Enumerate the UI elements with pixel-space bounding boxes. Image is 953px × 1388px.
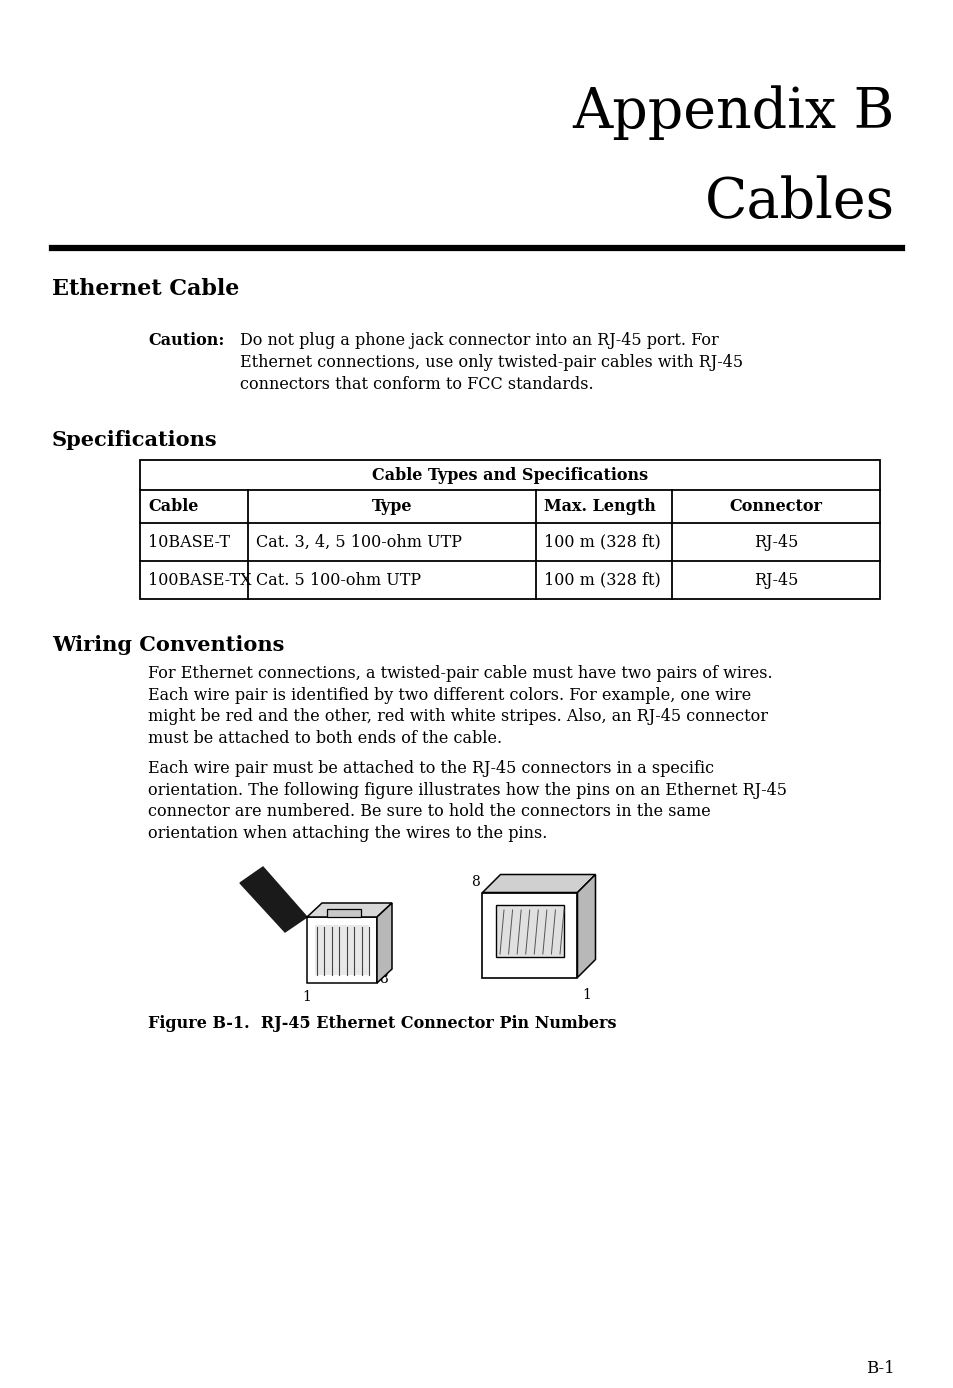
Text: Cat. 3, 4, 5 100-ohm UTP: Cat. 3, 4, 5 100-ohm UTP [255, 533, 461, 551]
Text: 10BASE-T: 10BASE-T [148, 533, 230, 551]
Text: 1: 1 [302, 990, 311, 1004]
Text: Appendix B: Appendix B [572, 85, 894, 140]
Polygon shape [314, 924, 369, 974]
Text: Max. Length: Max. Length [543, 498, 655, 515]
Polygon shape [240, 868, 307, 931]
Text: B-1: B-1 [865, 1360, 894, 1377]
Text: Do not plug a phone jack connector into an RJ-45 port. For: Do not plug a phone jack connector into … [240, 332, 718, 348]
Bar [496, 905, 563, 956]
Polygon shape [307, 904, 392, 917]
Text: 1: 1 [581, 988, 590, 1002]
Text: Cables: Cables [704, 175, 894, 230]
Text: 8: 8 [378, 972, 387, 985]
Text: Figure B-1.  RJ-45 Ethernet Connector Pin Numbers: Figure B-1. RJ-45 Ethernet Connector Pin… [148, 1015, 616, 1033]
Polygon shape [577, 874, 595, 977]
Text: 100BASE-TX: 100BASE-TX [148, 572, 252, 589]
Polygon shape [307, 917, 376, 983]
Text: connector are numbered. Be sure to hold the connectors in the same: connector are numbered. Be sure to hold … [148, 804, 710, 820]
Text: 100 m (328 ft): 100 m (328 ft) [543, 533, 660, 551]
Text: orientation when attaching the wires to the pins.: orientation when attaching the wires to … [148, 824, 547, 841]
Text: Connector: Connector [729, 498, 821, 515]
Text: Ethernet Cable: Ethernet Cable [52, 278, 239, 300]
Text: connectors that conform to FCC standards.: connectors that conform to FCC standards… [240, 376, 593, 393]
Text: 8: 8 [471, 874, 479, 888]
Text: Specifications: Specifications [52, 430, 217, 450]
Text: Wiring Conventions: Wiring Conventions [52, 634, 284, 655]
Text: Type: Type [372, 498, 412, 515]
Polygon shape [327, 909, 360, 917]
Text: Cable: Cable [148, 498, 198, 515]
Text: Cable Types and Specifications: Cable Types and Specifications [372, 466, 647, 483]
Bar [482, 892, 577, 977]
Polygon shape [376, 904, 392, 983]
Text: orientation. The following figure illustrates how the pins on an Ethernet RJ-45: orientation. The following figure illust… [148, 781, 786, 798]
Text: must be attached to both ends of the cable.: must be attached to both ends of the cab… [148, 730, 501, 747]
Text: RJ-45: RJ-45 [753, 572, 798, 589]
Bar [140, 459, 879, 600]
Text: might be red and the other, red with white stripes. Also, an RJ-45 connector: might be red and the other, red with whi… [148, 708, 767, 725]
Text: For Ethernet connections, a twisted-pair cable must have two pairs of wires.: For Ethernet connections, a twisted-pair… [148, 665, 772, 682]
Text: Cat. 5 100-ohm UTP: Cat. 5 100-ohm UTP [255, 572, 420, 589]
Polygon shape [482, 874, 595, 892]
Text: Ethernet connections, use only twisted-pair cables with RJ-45: Ethernet connections, use only twisted-p… [240, 354, 742, 371]
Text: Each wire pair is identified by two different colors. For example, one wire: Each wire pair is identified by two diff… [148, 687, 750, 704]
Text: RJ-45: RJ-45 [753, 533, 798, 551]
Text: 100 m (328 ft): 100 m (328 ft) [543, 572, 660, 589]
Text: Each wire pair must be attached to the RJ-45 connectors in a specific: Each wire pair must be attached to the R… [148, 761, 714, 777]
Text: Caution:: Caution: [148, 332, 224, 348]
